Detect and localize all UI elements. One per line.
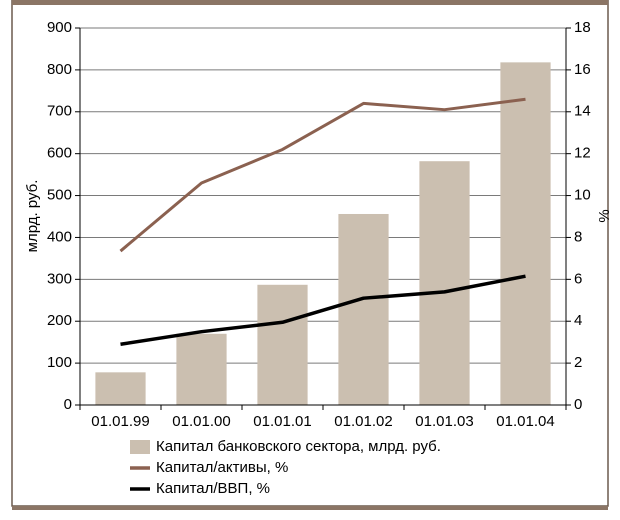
y-tick-label: 500 <box>47 187 72 204</box>
bar <box>338 213 389 405</box>
y2-tick-label: 4 <box>574 312 582 329</box>
y-tick-label: 700 <box>47 103 72 120</box>
y2-axis-label: % <box>596 209 613 222</box>
y-tick-label: 400 <box>47 228 72 245</box>
y2-tick-label: 10 <box>574 187 591 204</box>
x-tick-label: 01.01.04 <box>496 413 554 430</box>
y2-tick-label: 0 <box>574 396 582 413</box>
legend-swatch <box>130 440 150 454</box>
y-axis-label: млрд. руб. <box>24 180 41 253</box>
y-tick-label: 900 <box>47 19 72 36</box>
y-tick-label: 300 <box>47 270 72 287</box>
x-tick-label: 01.01.00 <box>172 413 230 430</box>
x-tick-label: 01.01.99 <box>91 413 149 430</box>
y2-tick-label: 2 <box>574 354 582 371</box>
legend-label: Капитал банковского сектора, млрд. руб. <box>156 438 441 455</box>
frame-top <box>12 0 608 5</box>
y-tick-label: 600 <box>47 145 72 162</box>
line <box>120 274 526 346</box>
bar <box>176 333 227 405</box>
y-tick-label: 200 <box>47 312 72 329</box>
y2-tick-label: 18 <box>574 19 591 36</box>
y2-tick-label: 6 <box>574 270 582 287</box>
bar <box>257 284 308 405</box>
y2-tick-label: 12 <box>574 145 591 162</box>
y2-tick-label: 8 <box>574 228 582 245</box>
legend-label: Капитал/ВВП, % <box>156 480 270 497</box>
y-tick-label: 0 <box>64 396 72 413</box>
y2-tick-label: 14 <box>574 103 591 120</box>
y2-tick-label: 16 <box>574 61 591 78</box>
bar <box>419 161 470 405</box>
frame-bottom <box>12 506 608 510</box>
x-tick-label: 01.01.02 <box>334 413 392 430</box>
x-tick-label: 01.01.01 <box>253 413 311 430</box>
legend-label: Капитал/активы, % <box>156 459 288 476</box>
x-tick-label: 01.01.03 <box>415 413 473 430</box>
bar <box>500 62 551 406</box>
y-tick-label: 100 <box>47 354 72 371</box>
line <box>119 97 526 253</box>
y-tick-label: 800 <box>47 61 72 78</box>
bar <box>95 372 146 405</box>
